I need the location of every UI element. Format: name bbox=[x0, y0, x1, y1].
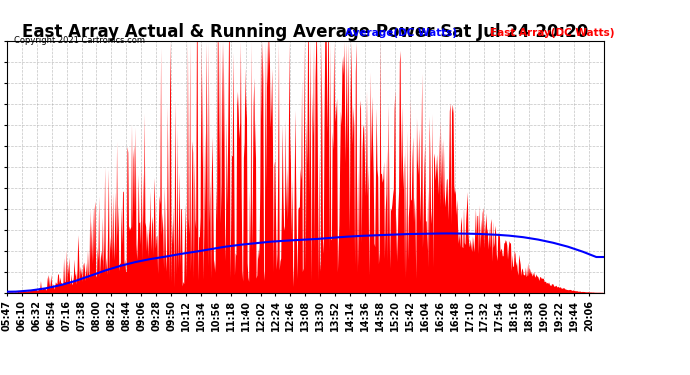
Title: East Array Actual & Running Average Power Sat Jul 24 20:20: East Array Actual & Running Average Powe… bbox=[22, 23, 589, 41]
Text: East Array(DC Watts): East Array(DC Watts) bbox=[490, 28, 614, 38]
Text: Average(DC Watts): Average(DC Watts) bbox=[345, 28, 457, 38]
Text: Copyright 2021 Cartronics.com: Copyright 2021 Cartronics.com bbox=[14, 36, 145, 45]
